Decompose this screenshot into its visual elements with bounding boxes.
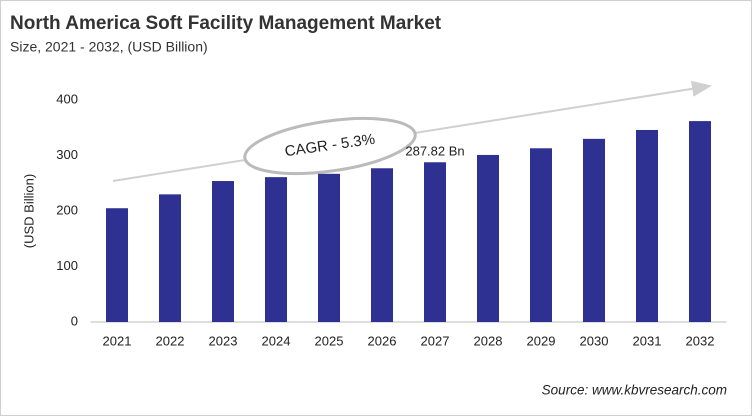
chart-title: North America Soft Facility Management M… <box>10 13 442 34</box>
x-tick-label: 2026 <box>368 333 397 348</box>
x-tick-label: 2022 <box>156 333 185 348</box>
y-tick-label: 0 <box>71 313 78 328</box>
x-tick-label: 2021 <box>103 333 132 348</box>
bar <box>265 177 287 322</box>
x-tick-label: 2024 <box>262 333 291 348</box>
bar <box>477 154 499 322</box>
bar <box>159 194 181 322</box>
x-tick-label: 2031 <box>633 333 662 348</box>
x-tick-label: 2030 <box>580 333 609 348</box>
bar <box>636 129 658 322</box>
x-tick-label: 2025 <box>315 333 344 348</box>
bar <box>530 148 552 322</box>
bar <box>106 208 128 322</box>
x-tick-label: 2028 <box>474 333 503 348</box>
cagr-ellipse <box>243 117 417 175</box>
x-tick-label: 2029 <box>527 333 556 348</box>
bar <box>583 138 605 322</box>
x-tick-label: 2027 <box>421 333 450 348</box>
bar <box>371 168 393 322</box>
bar <box>212 181 234 322</box>
chart-subtitle: Size, 2021 - 2032, (USD Billion) <box>10 39 208 55</box>
y-tick-label: 200 <box>56 202 78 217</box>
source: Source: www.kbvresearch.com <box>542 383 727 398</box>
y-tick-label: 100 <box>56 258 78 273</box>
bar <box>318 173 340 322</box>
x-tick-label: 2032 <box>686 333 715 348</box>
data-label: 287.82 Bn <box>405 144 464 159</box>
y-tick-label: 400 <box>56 91 78 106</box>
bar <box>424 162 446 322</box>
x-tick-label: 2023 <box>209 333 238 348</box>
y-tick-label: 300 <box>56 147 78 162</box>
bar <box>689 121 711 322</box>
y-axis-label: (USD Billion) <box>21 174 36 248</box>
